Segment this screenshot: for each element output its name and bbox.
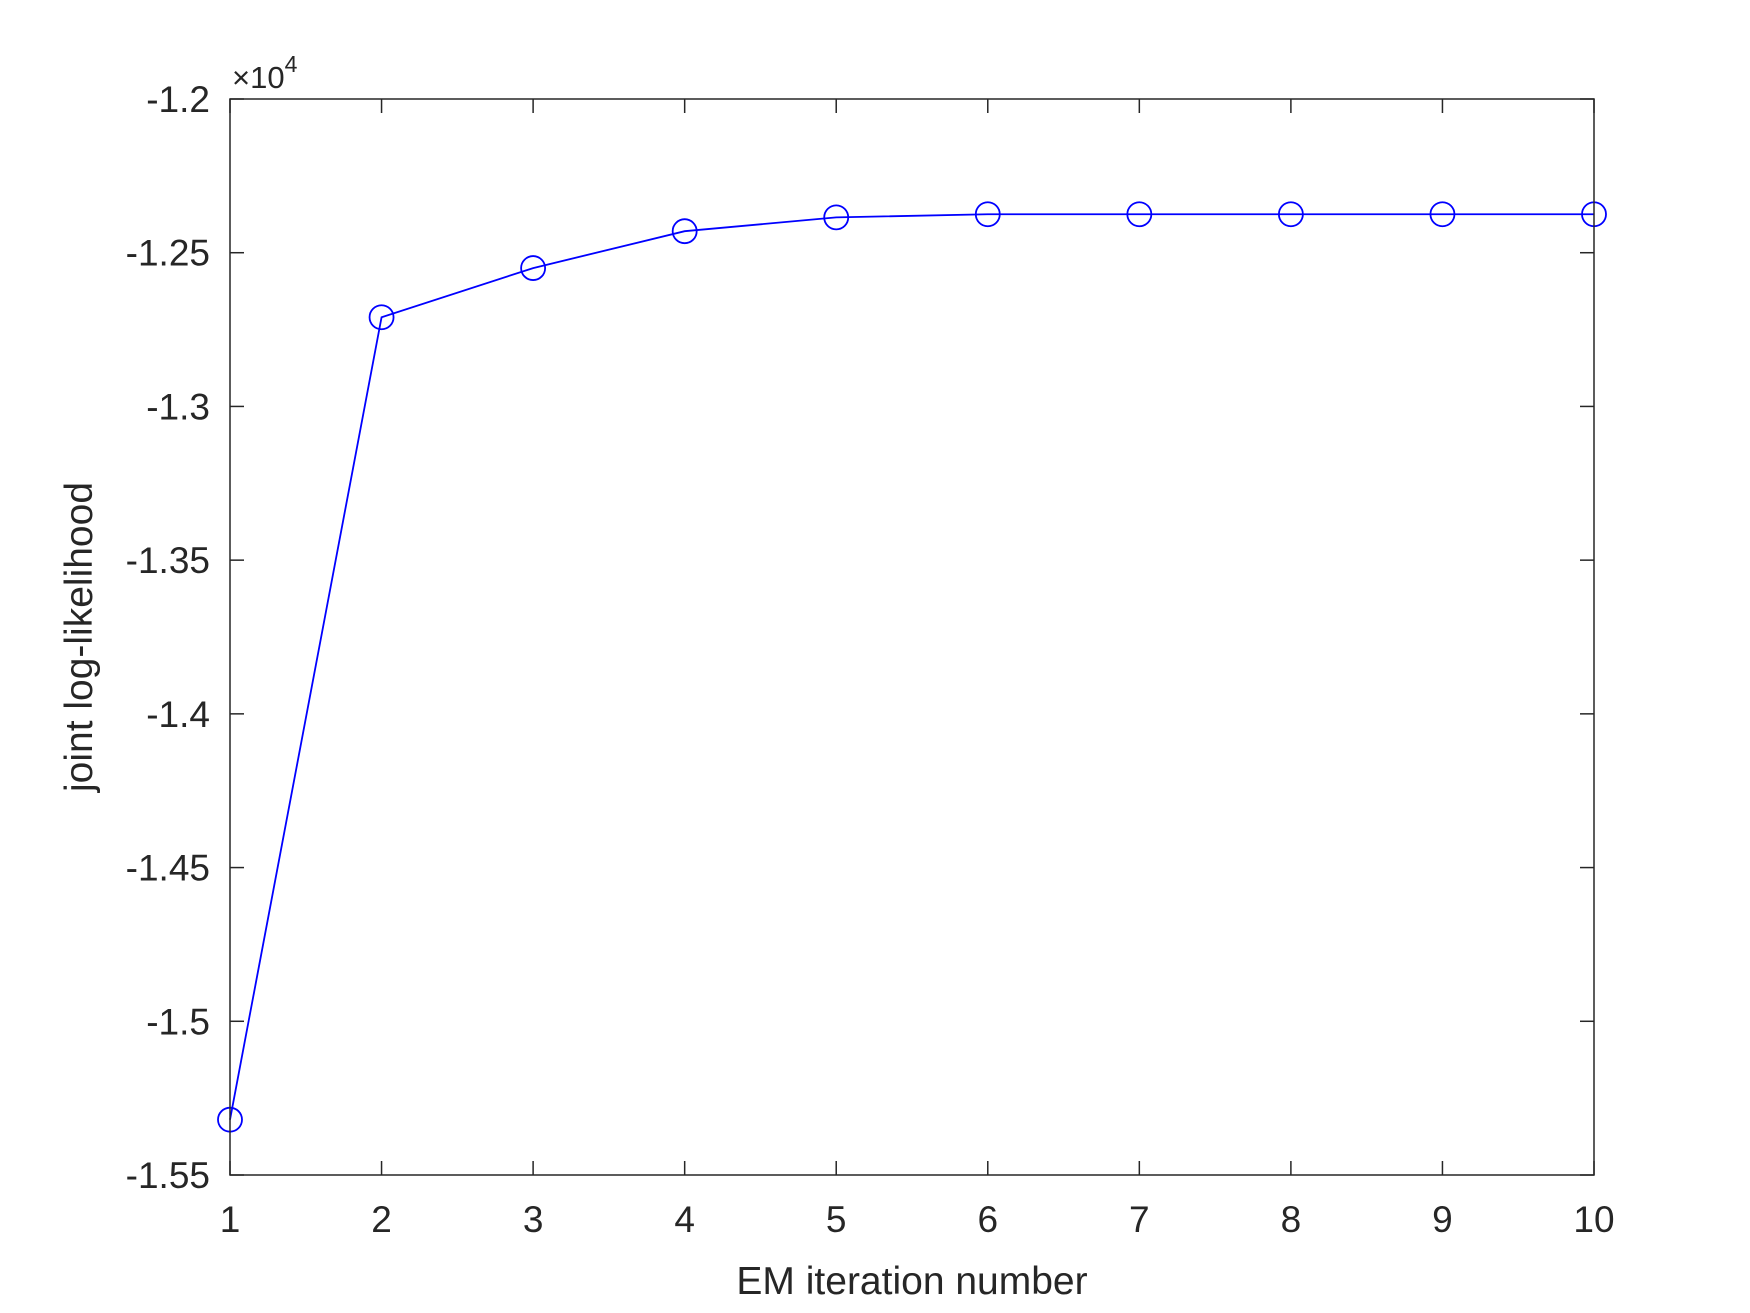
x-tick-label: 3 xyxy=(523,1199,544,1240)
y-tick-label: -1.35 xyxy=(126,540,210,581)
y-tick-label: -1.25 xyxy=(126,233,210,274)
axis-tick-labels: 1 2 3 4 5 6 7 8 9 10 -1.55 -1.5 -1.45 -1.4 -1.35 -1.3 -1… xyxy=(126,79,1615,1240)
x-tick-label: 6 xyxy=(977,1199,998,1240)
plot-area-frame xyxy=(229,98,1595,1176)
data-point-marker xyxy=(1429,201,1456,228)
data-point-marker xyxy=(1277,201,1304,228)
y-tick-label: -1.55 xyxy=(126,1155,210,1196)
data-point-marker xyxy=(520,255,547,281)
x-tick-label: 2 xyxy=(371,1199,392,1240)
x-tick-label: 9 xyxy=(1432,1199,1453,1240)
data-point-marker xyxy=(368,304,395,331)
y-tick-label: -1.3 xyxy=(146,386,210,427)
x-tick-label: 7 xyxy=(1129,1199,1150,1240)
y-tick-label: -1.4 xyxy=(146,694,210,735)
x-tick-label: 5 xyxy=(826,1199,847,1240)
data-point-marker xyxy=(1126,201,1153,228)
data-point-marker xyxy=(823,204,850,231)
series-line xyxy=(229,213,1594,1120)
y-axis-exponent-base: ×10 xyxy=(232,60,285,95)
y-tick-label: -1.5 xyxy=(146,1001,210,1042)
y-axis-label: joint log-likelihood xyxy=(58,482,101,793)
data-point-marker xyxy=(671,218,698,245)
x-tick-label: 1 xyxy=(220,1199,241,1240)
axis-ticks xyxy=(229,98,1595,1176)
x-tick-label: 10 xyxy=(1573,1199,1614,1240)
y-axis-exponent: ×104 xyxy=(232,51,298,95)
y-axis-exponent-power: 4 xyxy=(285,51,298,77)
x-axis-label: EM iteration number xyxy=(736,1260,1087,1303)
y-tick-label: -1.2 xyxy=(146,79,210,120)
y-tick-label: -1.45 xyxy=(126,848,210,889)
data-point-marker xyxy=(974,201,1001,228)
x-tick-label: 8 xyxy=(1281,1199,1302,1240)
x-tick-label: 4 xyxy=(674,1199,695,1240)
